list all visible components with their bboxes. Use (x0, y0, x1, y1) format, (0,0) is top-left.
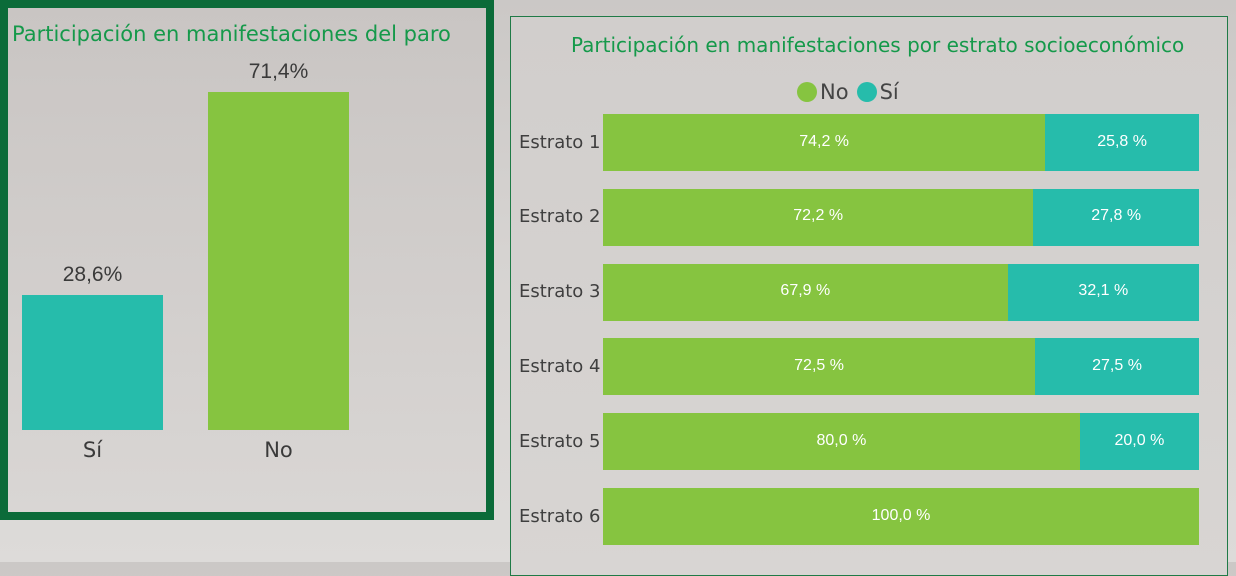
bar-segment-no (603, 488, 1199, 545)
data-label: 67,9 % (780, 282, 831, 300)
bar-no (208, 92, 349, 430)
legend-label-no: No (820, 80, 849, 104)
row-label-2: Estrato 2 (519, 206, 601, 228)
data-label: 20,0 % (1114, 431, 1165, 449)
row-label-3: Estrato 3 (519, 281, 601, 303)
data-label: 27,5 % (1092, 356, 1142, 374)
bar-segment-si (1035, 338, 1199, 396)
row-label-4: Estrato 4 (519, 355, 601, 377)
category-label: Sí (82, 438, 103, 462)
row-label-5: Estrato 5 (519, 430, 601, 452)
category-label: No (264, 438, 293, 462)
bar-segment-si (1045, 114, 1199, 171)
overall-participation-chart: Participación en manifestaciones del par… (0, 0, 494, 520)
bar-segment-no (603, 263, 1008, 321)
data-label: 28,6% (62, 262, 123, 286)
participation-by-stratum-chart: Participación en manifestaciones por est… (510, 16, 1228, 576)
data-label: 72,5 % (794, 356, 844, 374)
data-label: 74,2 % (799, 132, 850, 150)
bar-segment-no (603, 413, 1080, 471)
bar-segment-si (1007, 263, 1199, 321)
data-label: 80,0 % (816, 431, 867, 449)
legend-swatch-si (856, 82, 877, 102)
chart-title: Participación en manifestaciones por est… (571, 33, 1185, 57)
legend-item-si: Sí (856, 80, 899, 104)
data-label: 71,4% (248, 60, 309, 83)
data-label: 100,0 % (871, 506, 931, 524)
data-label: 32,1 % (1078, 282, 1129, 300)
bar-segment-si (1079, 413, 1199, 471)
bar-segment-no (603, 338, 1036, 396)
chart-title: Participación en manifestaciones del par… (12, 22, 451, 46)
bar-segment-no (603, 114, 1046, 171)
row-label-1: Estrato 1 (519, 131, 601, 153)
bar-segment-si (1033, 188, 1199, 246)
legend: No Sí (797, 77, 907, 107)
legend-item-no: No (797, 80, 849, 104)
legend-label-si: Sí (879, 80, 899, 104)
row-label-6: Estrato 6 (519, 505, 601, 527)
bar-si (22, 294, 163, 430)
legend-swatch-no (797, 82, 817, 102)
data-label: 27,8 % (1091, 207, 1142, 225)
data-label: 72,2 % (793, 207, 844, 225)
bar-segment-no (603, 188, 1034, 246)
data-label: 25,8 % (1097, 132, 1147, 150)
